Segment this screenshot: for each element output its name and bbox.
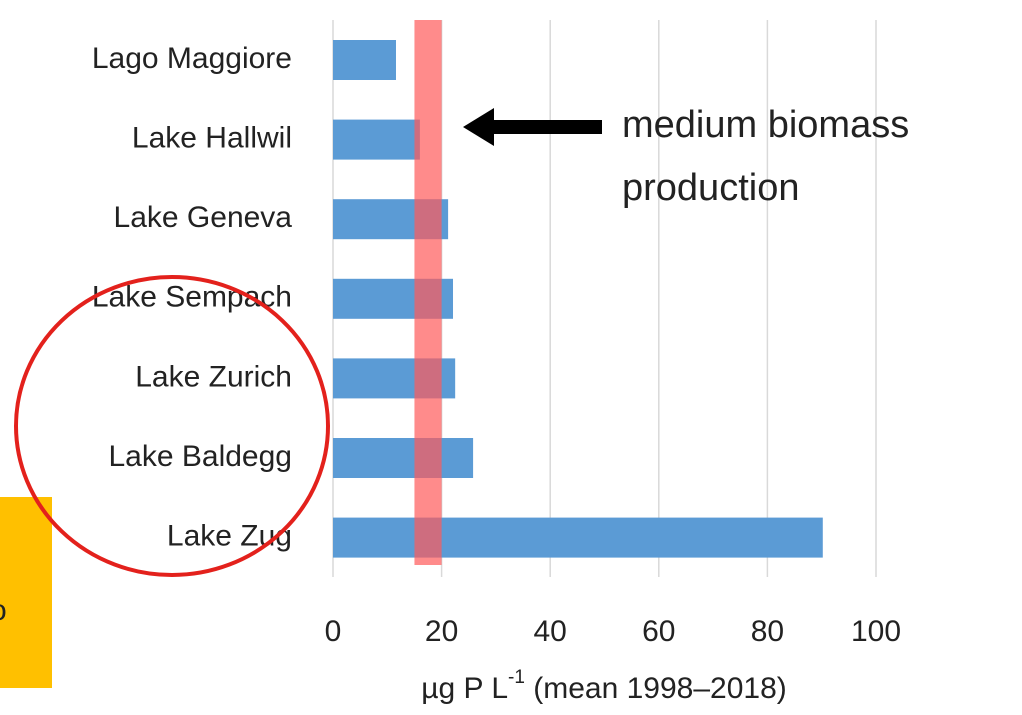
- y-tick-label: Lake Sempach: [92, 281, 292, 314]
- side-note: o: [0, 594, 7, 627]
- bar: [333, 119, 420, 160]
- bar: [333, 517, 823, 558]
- y-tick-label: Lake Zug: [167, 520, 292, 553]
- highlight-circle: [14, 275, 330, 577]
- x-axis-label: µg P L-1 (mean 1998–2018): [421, 667, 787, 705]
- y-tick-label: Lake Zurich: [135, 360, 292, 393]
- side-box: [0, 497, 52, 688]
- x-tick-label: 0: [325, 615, 342, 648]
- y-tick-label: Lago Maggiore: [92, 42, 292, 75]
- x-axis-label-sup: -1: [508, 667, 525, 688]
- annotation: production: [622, 167, 799, 209]
- bar: [333, 40, 396, 80]
- highlight-band: [414, 20, 442, 565]
- x-tick-label: 60: [642, 615, 675, 648]
- y-tick-label: Lake Baldegg: [109, 440, 293, 473]
- x-tick-label: 20: [425, 615, 458, 648]
- overlay: [14, 275, 330, 577]
- x-tick-label: 80: [751, 615, 784, 648]
- x-axis-label-rest: (mean 1998–2018): [525, 672, 787, 705]
- x-axis-label-base: µg P L: [421, 672, 508, 705]
- bar: [333, 438, 474, 478]
- x-tick-label: 40: [534, 615, 567, 648]
- y-tick-label: Lake Hallwil: [132, 122, 292, 155]
- plot-area: 0 20 40 60 80 100 Lago Maggiore Lake Hallwil Lak…: [92, 20, 901, 648]
- annotation: medium biomass: [622, 104, 909, 146]
- x-tick-label: 100: [851, 615, 901, 648]
- arrow: [463, 108, 602, 146]
- y-tick-label: Lake Geneva: [114, 201, 293, 234]
